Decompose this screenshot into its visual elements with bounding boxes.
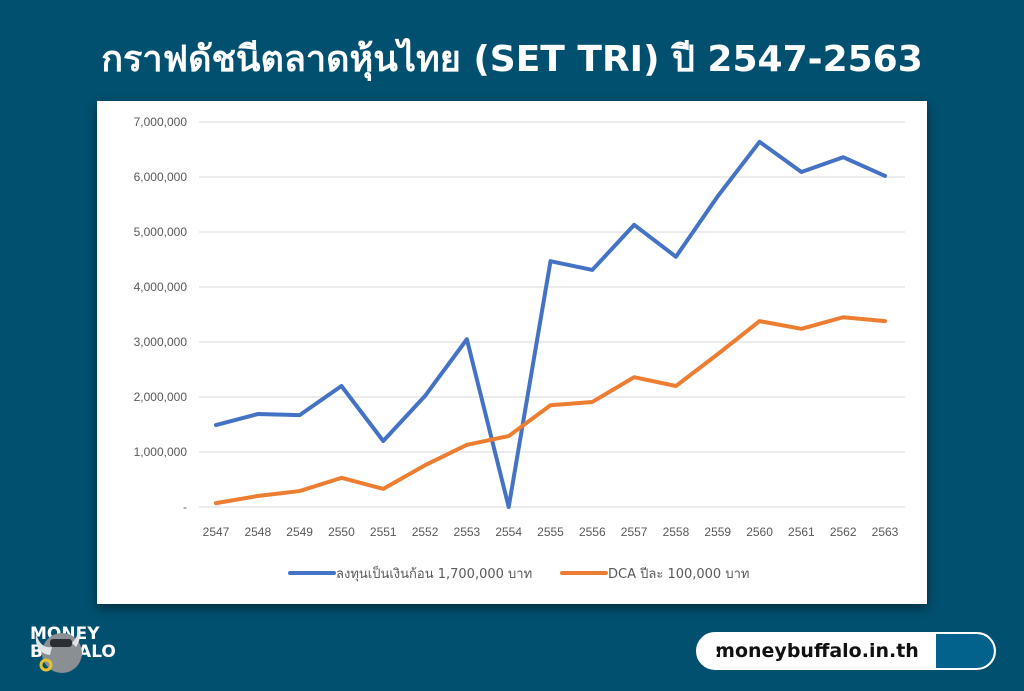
x-tick-label: 2549 [286,525,313,539]
y-tick-label: - [183,500,187,514]
search-text: moneybuffalo.in.th [715,640,919,662]
x-tick-label: 2558 [663,525,690,539]
page-title: กราฟดัชนีตลาดหุ้นไทย (SET TRI) ปี 2547-2… [101,39,923,80]
y-tick-label: 3,000,000 [134,335,188,349]
series-line-2 [214,315,887,506]
x-tick-label: 2553 [454,525,481,539]
x-tick-label: 2559 [704,525,731,539]
search-button[interactable] [699,634,994,668]
x-tick-label: 2557 [621,525,648,539]
line-chart: - 1,000,000 2,000,000 3,000,000 4,000,000 5,0… [134,115,905,582]
x-tick-label: 2550 [328,525,355,539]
search-box[interactable]: moneybuffalo.in.th [696,632,996,670]
legend-label: DCA ปีละ 100,000 บาท [608,566,749,582]
x-tick-label: 2547 [203,525,230,539]
x-tick-label: 2552 [412,525,439,539]
chart-card: - 1,000,000 2,000,000 3,000,000 4,000,000 5,0… [97,101,927,604]
x-tick-label: 2560 [746,525,773,539]
x-tick-label: 2562 [830,525,857,539]
x-tick-label: 2555 [537,525,564,539]
y-tick-label: 7,000,000 [134,115,188,129]
y-tick-label: 1,000,000 [134,445,188,459]
x-tick-label: 2561 [788,525,815,539]
x-tick-label: 2548 [244,525,271,539]
search-icon [699,635,719,655]
y-tick-label: 6,000,000 [134,170,188,184]
legend-label: ลงทุนเป็นเงินก้อน 1,700,000 บาท [336,564,532,582]
brand-logo: MONEY BUFFALO [30,625,116,673]
buffalo-icon [35,629,82,673]
y-tick-label: 5,000,000 [134,225,188,239]
x-tick-label: 2556 [579,525,606,539]
y-tick-label: 4,000,000 [134,280,188,294]
x-tick-label: 2563 [872,525,899,539]
y-tick-label: 2,000,000 [134,390,188,404]
x-tick-label: 2551 [370,525,397,539]
x-tick-label: 2554 [495,525,522,539]
